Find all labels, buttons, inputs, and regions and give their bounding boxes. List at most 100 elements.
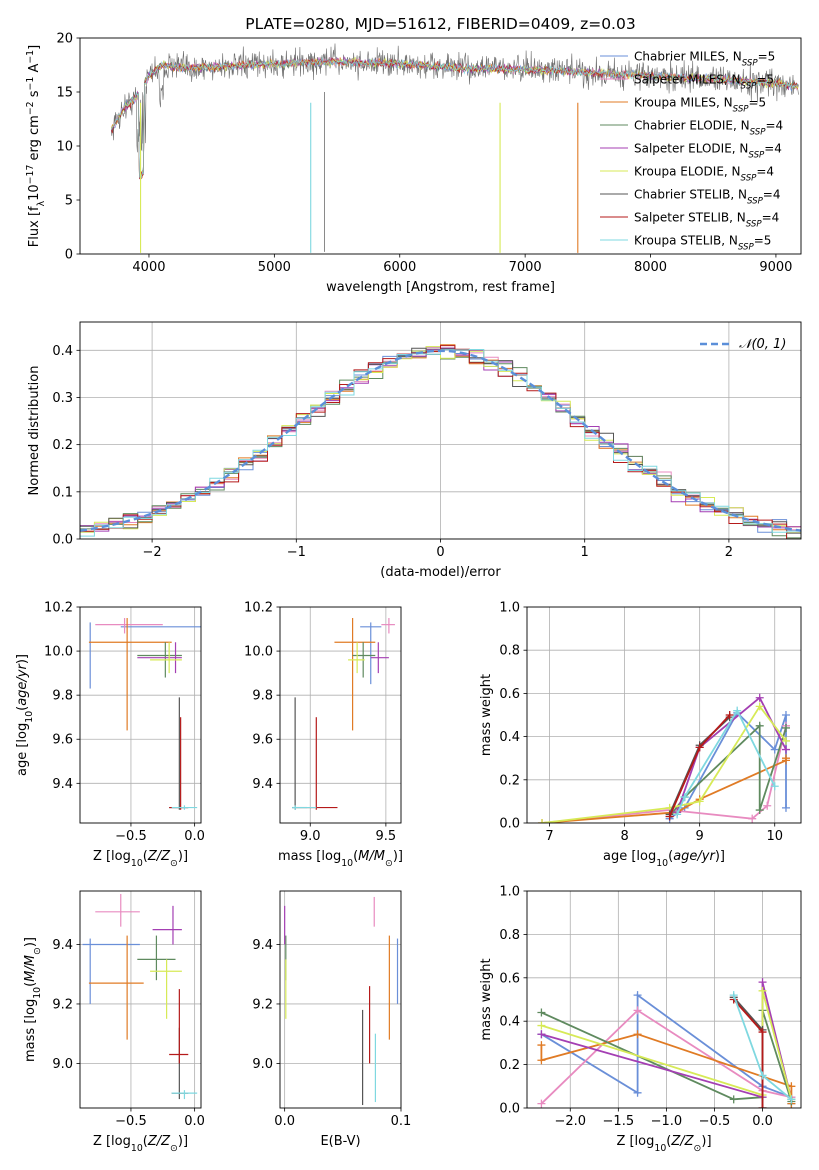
panel-mass-vs-ebv: 0.0 0.1 9.0 9.2 9.4 (252, 890, 411, 1129)
label-part: s (27, 90, 42, 101)
y-tick-label: 0.2 (499, 1058, 520, 1073)
label-part: Z/Z (670, 1134, 694, 1149)
y-tick-label: 10.0 (44, 645, 73, 660)
x-tick-label: −2 (143, 545, 162, 560)
axes-frame (79, 606, 202, 824)
y-tick-label: 0.2 (52, 438, 73, 453)
label-part: ( (143, 1134, 148, 1149)
series-marker (758, 1104, 767, 1108)
x-tick-label: 9 (696, 829, 704, 844)
error-point (348, 642, 365, 674)
label-part: Z/Z (147, 1134, 171, 1149)
label-part: 10 (131, 858, 143, 869)
legend-label: Chabrier MILES, NSSP=5 (634, 50, 775, 69)
panel-spectrum: 4000 5000 6000 7000 8000 9000 0 5 10 15 20 Chabrier… (56, 32, 802, 275)
series-marker (673, 810, 682, 819)
y-axis-label: Flux [fλ10−17 erg cm−2 s−1 A−1] (25, 45, 47, 247)
x-tick-label: 0.0 (752, 1114, 773, 1129)
chart-title: PLATE=0280, MJD=51612, FIBERID=0409, z=0… (245, 15, 635, 33)
label-part: )] (715, 849, 725, 864)
error-point (95, 618, 163, 634)
x-axis-label: (data-model)/error (380, 565, 501, 580)
panel-age-vs-Z: −0.5 0.0 9.4 9.6 9.8 10.0 10.2 (44, 601, 205, 845)
series-marker (781, 723, 790, 732)
x-tick-label: 4000 (132, 260, 165, 275)
label-part: ( (23, 982, 38, 987)
label-part: )] (23, 937, 38, 947)
y-tick-label: 15 (56, 86, 73, 101)
error-point (381, 618, 395, 634)
y-axis-label: Normed distribution (27, 366, 42, 496)
label-part: mass [log (278, 849, 341, 864)
error-point (137, 642, 182, 674)
gaussian-curve (80, 349, 801, 532)
series-marker (758, 978, 767, 987)
y-tick-label: 0.1 (52, 485, 73, 500)
error-point (152, 905, 182, 945)
series-line (541, 704, 787, 823)
legend-label: Salpeter ELODIE, NSSP=4 (634, 142, 782, 161)
x-tick-label: 1 (581, 545, 589, 560)
y-axis-label: mass weight (479, 958, 494, 1040)
series-marker (781, 745, 790, 754)
label-part: SSP (748, 151, 765, 161)
axes: 4000 5000 6000 7000 8000 9000 0 5 10 15 20 (56, 32, 802, 275)
label-part: 10 (24, 711, 35, 723)
x-axis-label: age [log10(age/yr)] (603, 849, 725, 869)
error-point (360, 622, 382, 685)
y-tick-label: 9.8 (252, 689, 273, 704)
label-part: M/M (23, 955, 38, 982)
y-tick-label: 9.4 (52, 938, 73, 953)
y-tick-label: 10.0 (244, 645, 273, 660)
x-tick-label: 7 (545, 829, 553, 844)
series-marker (537, 1021, 546, 1030)
x-tick-label: 6000 (383, 260, 416, 275)
y-tick-label: 1.0 (499, 601, 520, 616)
series-marker (729, 1095, 738, 1104)
label-part: Z [log (93, 1134, 131, 1149)
y-tick-label: 5 (65, 194, 73, 209)
error-point (292, 697, 308, 810)
label-part: SSP (747, 197, 764, 207)
series-marker (781, 803, 790, 812)
label-part: M/M (358, 849, 385, 864)
histogram-series (80, 345, 801, 539)
x-tick-label: −1.5 (603, 1114, 635, 1129)
series-marker (537, 1041, 546, 1050)
series-marker (695, 797, 704, 806)
label-part: =4 (762, 211, 780, 225)
y-tick-label: 0.3 (52, 391, 73, 406)
y-tick-label: 10.2 (244, 601, 273, 616)
series-line (676, 708, 776, 815)
label-part: ⊙ (170, 1143, 178, 1154)
error-point (171, 1090, 198, 1100)
weight-series (538, 702, 790, 823)
x-tick-label: 0 (436, 545, 444, 560)
label-part: =5 (754, 234, 772, 248)
label-part: SSP (741, 82, 758, 92)
weight-series (665, 711, 734, 821)
plot-area (80, 891, 201, 1108)
y-axis-label: age [log10(age/yr)] (15, 654, 35, 776)
series-marker (755, 693, 764, 702)
series-marker (770, 782, 779, 791)
label-part: ⊙ (32, 947, 43, 955)
y-tick-label: 9.4 (252, 938, 273, 953)
y-tick-label: 0.0 (52, 533, 73, 548)
series-marker (770, 745, 779, 754)
axes-frame (526, 606, 802, 824)
x-tick-label: −1 (287, 545, 306, 560)
series-marker (781, 736, 790, 745)
label-part: SSP (733, 105, 750, 115)
y-tick-label: 1.0 (499, 885, 520, 900)
x-tick-label: −0.5 (699, 1114, 731, 1129)
x-tick-label: 9.0 (300, 829, 321, 844)
label-part: age/yr (673, 849, 716, 864)
plot-area (527, 891, 801, 1108)
panel-residuals: −2 −1 0 1 2 0.0 0.1 0.2 0.3 0.4 𝒩(0, 1) (52, 321, 802, 560)
y-tick-label: 9.2 (252, 997, 273, 1012)
axes: −0.5 0.0 9.4 9.6 9.8 10.0 10.2 (44, 601, 205, 845)
label-part: =5 (758, 50, 776, 64)
